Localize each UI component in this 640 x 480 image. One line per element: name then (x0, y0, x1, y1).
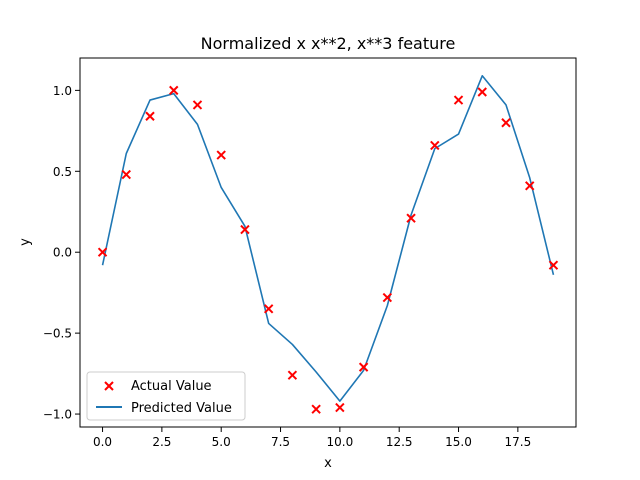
y-tick-label: 0.5 (53, 165, 72, 179)
legend-label-actual: Actual Value (131, 379, 212, 394)
x-tick-label: 2.5 (152, 435, 171, 449)
actual-value-point (263, 304, 274, 314)
y-axis-label: y (18, 238, 33, 246)
y-tick-label: −1.0 (43, 408, 72, 422)
x-tick-label: 10.0 (327, 435, 354, 449)
actual-value-point (477, 87, 487, 97)
x-axis-label: x (324, 456, 332, 471)
legend-label-predicted: Predicted Value (131, 401, 232, 416)
actual-value-point (311, 404, 321, 414)
actual-value-point (430, 140, 440, 151)
y-tick-label: 0.0 (53, 246, 72, 260)
x-tick-label: 7.5 (271, 435, 290, 449)
actual-value-point (548, 260, 559, 270)
x-tick-label: 12.5 (386, 435, 413, 449)
x-tick-label: 0.0 (93, 435, 112, 449)
actual-value-point (216, 150, 226, 160)
actual-value-point (169, 85, 179, 96)
x-tick-label: 5.0 (212, 435, 231, 449)
actual-value-point (287, 370, 298, 380)
actual-value-point (382, 292, 393, 303)
actual-value-point (121, 169, 131, 180)
actual-value-point (525, 181, 535, 191)
actual-value-point (145, 111, 155, 121)
legend-box (86, 371, 246, 421)
actual-value-point (358, 362, 369, 372)
x-tick-label: 15.0 (445, 435, 472, 449)
actual-value-point (335, 402, 345, 413)
legend-marker-actual (104, 381, 114, 391)
actual-value-point (406, 213, 416, 223)
predicted-value-line (101, 75, 555, 402)
y-tick-label: −0.5 (43, 327, 72, 341)
actual-value-point (240, 224, 250, 235)
axes-frame (79, 57, 577, 428)
axes-background (80, 58, 576, 427)
plot-area: 0.0 2.5 5.0 7.5 10.0 12.5 15.0 17.5 −1.0 −0.5 0.0… (43, 57, 577, 449)
chart-title: Normalized x x**2, x**3 feature (201, 34, 456, 53)
x-axis-ticks: 0.0 2.5 5.0 7.5 10.0 12.5 15.0 17.5 (93, 427, 531, 449)
actual-value-point (453, 95, 464, 105)
y-tick-label: 1.0 (53, 84, 72, 98)
x-tick-label: 17.5 (504, 435, 531, 449)
actual-value-point (501, 118, 511, 128)
actual-value-point (192, 100, 203, 110)
legend: Actual Value Predicted Value (86, 371, 246, 421)
actual-value-point (97, 247, 108, 257)
series-layer (97, 75, 559, 414)
y-axis-ticks: −1.0 −0.5 0.0 0.5 1.0 (43, 84, 80, 422)
